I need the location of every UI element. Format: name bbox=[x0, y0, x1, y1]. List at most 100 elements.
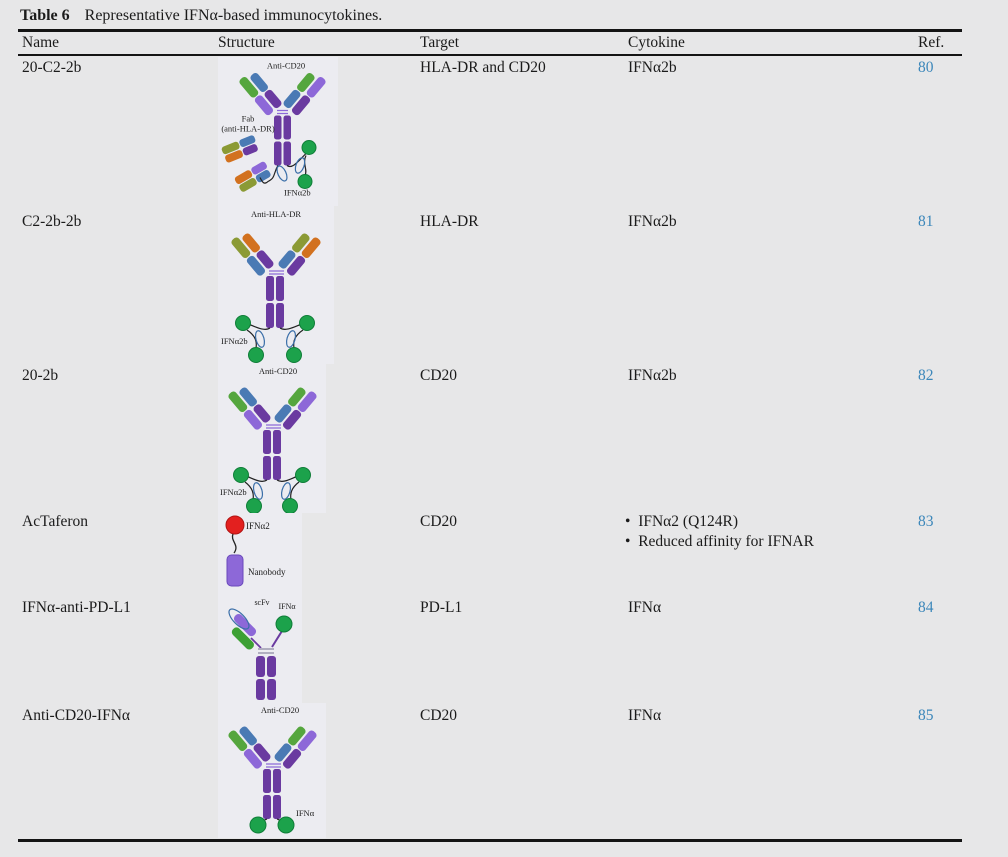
antibody-diagram-20-C2-2b: Anti-CD20 Fab (anti-HLA-DR) bbox=[221, 61, 326, 198]
name-cell: 20-C2-2b bbox=[22, 59, 82, 76]
ifn-circle-icon bbox=[248, 347, 264, 363]
ifn-circle-icon bbox=[282, 498, 298, 513]
name-cell: AcTaferon bbox=[22, 513, 89, 530]
name-cell: IFNα-anti-PD-L1 bbox=[22, 599, 131, 616]
column-header-structure: Structure bbox=[218, 34, 275, 51]
column-header-cytokine: Cytokine bbox=[628, 34, 685, 51]
table-caption: Table 6 Representative IFNα-based immunoc… bbox=[20, 7, 382, 25]
structure-label-top: Anti-CD20 bbox=[261, 705, 299, 715]
target-cell: HLA-DR and CD20 bbox=[420, 59, 546, 76]
igg-left-arm bbox=[228, 387, 271, 430]
ifn-circle-icon bbox=[249, 816, 267, 834]
structure-panel: Anti-CD20 Fab (anti-HLA-DR) bbox=[218, 57, 338, 206]
structure-label-top: IFNα2 bbox=[246, 521, 270, 531]
structure-label-payload: IFNα2b bbox=[284, 188, 311, 198]
ifn-circle-icon bbox=[286, 347, 302, 363]
linker-loop bbox=[294, 157, 306, 174]
name-cell: C2-2b-2b bbox=[22, 213, 82, 230]
name-cell: Anti-CD20-IFNα bbox=[22, 707, 131, 724]
structure-label-top: Anti-CD20 bbox=[267, 61, 305, 71]
linker-loop bbox=[254, 330, 266, 348]
structure-panel: Anti-CD20 bbox=[218, 364, 326, 513]
ifn-circle-icon bbox=[275, 615, 293, 633]
scfv-connector bbox=[250, 637, 262, 649]
cytokine-cell: IFNα2 (Q124R) Reduced affinity for IFNAR bbox=[625, 512, 915, 552]
citation-link[interactable]: 84 bbox=[918, 599, 934, 616]
top-rule bbox=[18, 29, 962, 32]
igg-stem bbox=[266, 276, 284, 328]
name-cell: 20-2b bbox=[22, 367, 59, 384]
column-header-target: Target bbox=[420, 34, 460, 51]
ref-link[interactable]: 84 bbox=[918, 598, 934, 618]
linker-loop bbox=[276, 165, 288, 182]
ifn-circle-icon bbox=[246, 498, 262, 513]
linker-loop bbox=[252, 482, 264, 500]
ifn-circle-icon bbox=[297, 174, 313, 189]
hinge-lines bbox=[266, 424, 281, 429]
citation-link[interactable]: 80 bbox=[918, 59, 934, 76]
linker-line bbox=[231, 533, 237, 554]
citation-link[interactable]: 82 bbox=[918, 367, 934, 384]
structure-panel: scFv IFNα bbox=[218, 597, 302, 703]
ifn-circle-icon bbox=[233, 467, 249, 483]
ifn-circle-icon bbox=[235, 315, 251, 331]
igg-stem bbox=[263, 430, 281, 480]
linker-loop bbox=[285, 330, 297, 348]
ifn-red-circle-icon bbox=[225, 515, 245, 535]
target-cell: HLA-DR bbox=[420, 213, 479, 230]
igg-right-arm bbox=[274, 726, 317, 769]
structure-label-payload: Nanobody bbox=[248, 567, 286, 577]
hinge-lines bbox=[269, 270, 284, 275]
antibody-diagram-20-2b: Anti-CD20 bbox=[220, 366, 317, 513]
stalk-line bbox=[271, 630, 283, 648]
target-cell: CD20 bbox=[420, 707, 458, 724]
ref-link[interactable]: 81 bbox=[918, 212, 934, 232]
ref-link[interactable]: 82 bbox=[918, 366, 934, 386]
header-rule bbox=[18, 54, 962, 56]
linker-line bbox=[286, 153, 307, 176]
table-number: Table 6 bbox=[20, 7, 70, 24]
igg-stem bbox=[274, 115, 291, 166]
ref-link[interactable]: 80 bbox=[918, 58, 934, 78]
ifn-circle-icon bbox=[299, 315, 315, 331]
structure-label-fab: Fab bbox=[242, 114, 255, 124]
igg-stem bbox=[256, 656, 276, 700]
cytokine-cell: IFNα bbox=[628, 707, 662, 724]
bottom-rule bbox=[18, 839, 962, 842]
structure-label-fab-target: (anti-HLA-DR) bbox=[221, 124, 275, 134]
cytokine-cell: IFNα2b bbox=[628, 367, 677, 384]
citation-link[interactable]: 85 bbox=[918, 707, 934, 724]
target-cell: CD20 bbox=[420, 513, 458, 530]
linker-loop bbox=[280, 482, 292, 500]
ref-link[interactable]: 85 bbox=[918, 706, 934, 726]
cytokine-bullet: IFNα2 (Q124R) bbox=[625, 512, 915, 532]
fab-fragment-1 bbox=[221, 135, 258, 163]
igg-left-arm bbox=[231, 233, 274, 276]
igg-left-arm bbox=[239, 72, 282, 116]
actaferon-diagram: IFNα2 Nanobody bbox=[225, 515, 286, 587]
cytokine-bullet: Reduced affinity for IFNAR bbox=[625, 532, 915, 552]
ifn-circle-icon bbox=[295, 467, 311, 483]
table-title: Representative IFNα-based immunocytokine… bbox=[84, 7, 383, 24]
structure-panel: IFNα2 Nanobody bbox=[218, 513, 302, 597]
citation-link[interactable]: 83 bbox=[918, 513, 934, 530]
ref-link[interactable]: 83 bbox=[918, 512, 934, 532]
citation-link[interactable]: 81 bbox=[918, 213, 934, 230]
scfv-fragment bbox=[228, 608, 257, 650]
igg-right-arm bbox=[274, 387, 317, 430]
hinge-lines bbox=[277, 109, 288, 115]
igg-left-arm bbox=[228, 726, 271, 769]
linker-line bbox=[279, 323, 304, 349]
structure-label-payload: IFNα bbox=[278, 602, 296, 611]
hinge-lines bbox=[266, 763, 281, 768]
cytokine-cell: IFNα2b bbox=[628, 213, 677, 230]
ifn-circle-icon bbox=[277, 816, 295, 834]
scfv-ifn-diagram: scFv IFNα bbox=[228, 598, 296, 700]
hinge-lines bbox=[258, 648, 274, 654]
antibody-diagram-C2-2b-2b: Anti-HLA-DR bbox=[221, 209, 321, 363]
fab-fragment-2 bbox=[234, 161, 271, 192]
target-cell: PD-L1 bbox=[420, 599, 463, 616]
ifn-circle-icon bbox=[301, 140, 317, 155]
cytokine-cell: IFNα2b bbox=[628, 59, 677, 76]
